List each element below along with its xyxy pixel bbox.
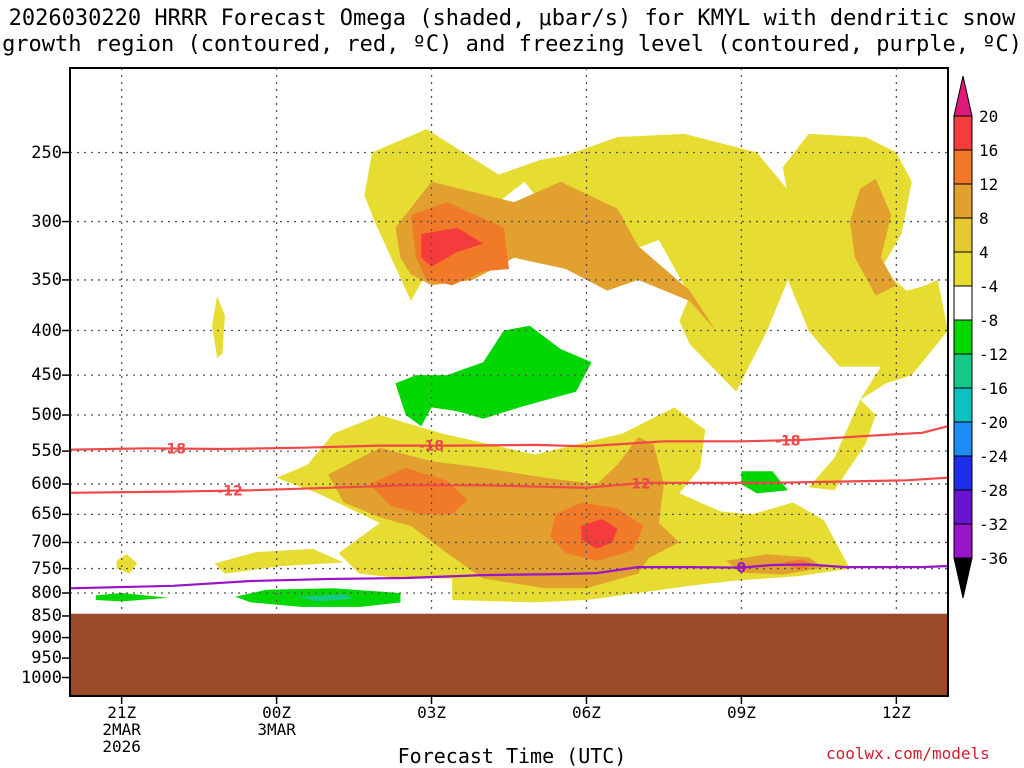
contour-label--12: -12: [620, 475, 656, 492]
x-tick-label-03z: 03Z: [387, 704, 477, 721]
colorbar-label--36: -36: [979, 550, 1008, 567]
colorbar-label--24: -24: [979, 448, 1008, 465]
colorbar-segment-8-to-4: [954, 218, 972, 252]
y-tick-label-650: 650: [0, 505, 62, 523]
y-tick-label-600: 600: [0, 475, 62, 493]
y-tick-label-1000: 1000: [0, 669, 62, 687]
y-tick-label-800: 800: [0, 584, 62, 602]
colorbar-segment--24-to--28: [954, 456, 972, 490]
colorbar-segment--12-to--16: [954, 354, 972, 388]
colorbar-segment--20-to--24: [954, 422, 972, 456]
x-tick-label-21z: 21Z: [77, 704, 167, 721]
colorbar-label--32: -32: [979, 516, 1008, 533]
contour-label--12: -12: [212, 483, 248, 500]
x-tick-label-00z: 00Z: [232, 704, 322, 721]
y-tick-label-900: 900: [0, 629, 62, 647]
colorbar-segment--32-to--36: [954, 524, 972, 558]
x-tick-label-06z: 06Z: [541, 704, 631, 721]
y-tick-label-550: 550: [0, 442, 62, 460]
colorbar-label-20: 20: [979, 108, 998, 125]
y-tick-label-400: 400: [0, 322, 62, 340]
contour-label-text--18: -18: [775, 433, 800, 449]
colorbar-label--8: -8: [979, 312, 998, 329]
y-tick-label-700: 700: [0, 533, 62, 551]
colorbar-label--20: -20: [979, 414, 1008, 431]
chart-title-line-2: growth region (contoured, red, ºC) and f…: [0, 32, 1024, 58]
ground-below-surface: [70, 614, 948, 696]
colorbar-label--16: -16: [979, 380, 1008, 397]
colorbar-label--12: -12: [979, 346, 1008, 363]
colorbar-top-triangle: [954, 76, 972, 116]
colorbar-segment--16-to--20: [954, 388, 972, 422]
colorbar-label--4: -4: [979, 278, 998, 295]
y-tick-label-950: 950: [0, 649, 62, 667]
contour-label-0: 0: [733, 560, 749, 577]
source-credit: coolwx.com/models: [826, 744, 990, 763]
colorbar-segment--28-to--32: [954, 490, 972, 524]
colorbar-label-12: 12: [979, 176, 998, 193]
x-tick-label-09z: 09Z: [696, 704, 786, 721]
colorbar-segment-12-to-8: [954, 184, 972, 218]
colorbar-segment--4-to--8: [954, 286, 972, 320]
contour-label--18: -18: [770, 432, 806, 449]
y-tick-label-750: 750: [0, 560, 62, 578]
contour-label-text--12: -12: [217, 484, 242, 500]
y-tick-label-250: 250: [0, 144, 62, 162]
colorbar-bottom-triangle: [954, 558, 972, 598]
contour-label--18: -18: [155, 441, 191, 458]
y-tick-label-350: 350: [0, 271, 62, 289]
colorbar-segment-20-to-16: [954, 116, 972, 150]
y-tick-label-500: 500: [0, 406, 62, 424]
y-tick-label-850: 850: [0, 607, 62, 625]
y-tick-label-300: 300: [0, 213, 62, 231]
x-tick-label-2026: 2026: [77, 738, 167, 755]
colorbar-segment-4-to--4: [954, 252, 972, 286]
chart-title-line-1: 2026030220 HRRR Forecast Omega (shaded, …: [0, 6, 1024, 32]
contour-label-text--18: -18: [161, 442, 186, 458]
x-tick-label-3mar: 3MAR: [232, 721, 322, 738]
colorbar-segment--8-to--12: [954, 320, 972, 354]
colorbar-label-4: 4: [979, 244, 989, 261]
contour-label-text-0: 0: [737, 561, 747, 577]
y-tick-label-450: 450: [0, 366, 62, 384]
contour-label-text--18: -18: [419, 439, 444, 455]
x-tick-label-12z: 12Z: [851, 704, 941, 721]
omega-chart: -18 -18 -18 -12 -12 0: [0, 0, 1024, 768]
colorbar-label-16: 16: [979, 142, 998, 159]
contour-label-text--12: -12: [625, 476, 650, 492]
contour-label--18: -18: [414, 438, 450, 455]
x-tick-label-2mar: 2MAR: [77, 721, 167, 738]
colorbar-label-8: 8: [979, 210, 989, 227]
colorbar-segment-16-to-12: [954, 150, 972, 184]
colorbar-label--28: -28: [979, 482, 1008, 499]
